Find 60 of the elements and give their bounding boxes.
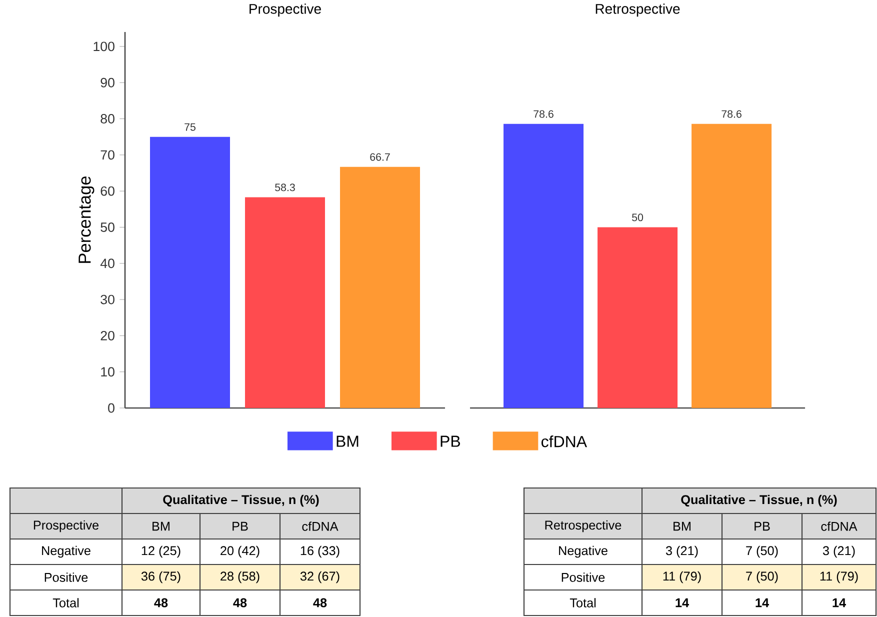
y-tick-label: 80 xyxy=(100,114,114,124)
y-tick-label: 60 xyxy=(100,186,114,196)
y-tick-label: 30 xyxy=(100,294,114,304)
text: 3 (21) xyxy=(666,546,698,558)
data-label: 75 xyxy=(184,123,196,131)
category-label: PB xyxy=(232,522,248,531)
text: Retrospective xyxy=(545,520,622,532)
y-tick-label: 90 xyxy=(100,78,114,88)
category-label: Total xyxy=(52,598,79,608)
text: Qualitative – Tissue, n (%) xyxy=(163,494,319,507)
bar xyxy=(150,136,230,408)
y-axis-title: Percentage xyxy=(78,176,94,263)
text: 7 (50) xyxy=(746,571,778,584)
text: 48 xyxy=(233,598,247,608)
legend-label: PB xyxy=(440,436,460,447)
category-label: Positive xyxy=(562,572,605,582)
category-label: Total xyxy=(570,598,596,608)
category-label: Positive xyxy=(44,572,88,582)
y-tick-label: 50 xyxy=(100,222,114,232)
bar xyxy=(340,166,420,408)
data-label: 58.3 xyxy=(275,184,295,192)
data-label: 78.6 xyxy=(534,110,554,118)
text: Prospective xyxy=(34,520,99,532)
text: Qualitative – Tissue, n (%) xyxy=(681,494,837,507)
category-label: cfDNA xyxy=(302,522,338,531)
y-tick-label: 70 xyxy=(100,150,114,160)
text: 14 xyxy=(756,598,769,608)
y-tick-label: 10 xyxy=(101,367,114,377)
category-label: PB xyxy=(754,522,770,531)
category-label: BM xyxy=(152,522,170,531)
y-tick-label: 0 xyxy=(108,403,114,413)
text: 7 (50) xyxy=(746,546,778,558)
text: 12 (25) xyxy=(142,546,180,558)
y-tick-label: 100 xyxy=(94,42,114,52)
text: 28 (58) xyxy=(220,571,260,584)
text: 48 xyxy=(154,598,168,608)
y-tick-label: 20 xyxy=(100,330,114,340)
y-tick-label: 40 xyxy=(100,258,114,268)
text: 32 (67) xyxy=(300,571,340,584)
data-label: 66.7 xyxy=(370,153,390,161)
legend-label: cfDNA xyxy=(542,435,588,448)
category-label: Negative xyxy=(42,546,90,558)
chart-title: Prospective xyxy=(250,4,321,17)
text: 14 xyxy=(832,598,846,608)
text: 48 xyxy=(313,598,327,608)
data-label: 78.6 xyxy=(722,110,742,118)
text: 11 (79) xyxy=(820,571,858,584)
text: 20 (42) xyxy=(220,546,260,558)
category-label: BM xyxy=(674,522,690,531)
chart-title: Retrospective xyxy=(596,4,680,17)
text: 11 (79) xyxy=(663,571,701,584)
text: 16 (33) xyxy=(300,546,340,558)
bar xyxy=(245,197,326,408)
legend-label: BM xyxy=(336,436,358,447)
category-label: cfDNA xyxy=(821,522,858,531)
text: 14 xyxy=(676,598,689,608)
text: 3 (21) xyxy=(822,546,855,558)
category-label: Negative xyxy=(559,546,608,558)
text: 36 (75) xyxy=(141,571,180,584)
data-label: 50 xyxy=(632,214,644,222)
